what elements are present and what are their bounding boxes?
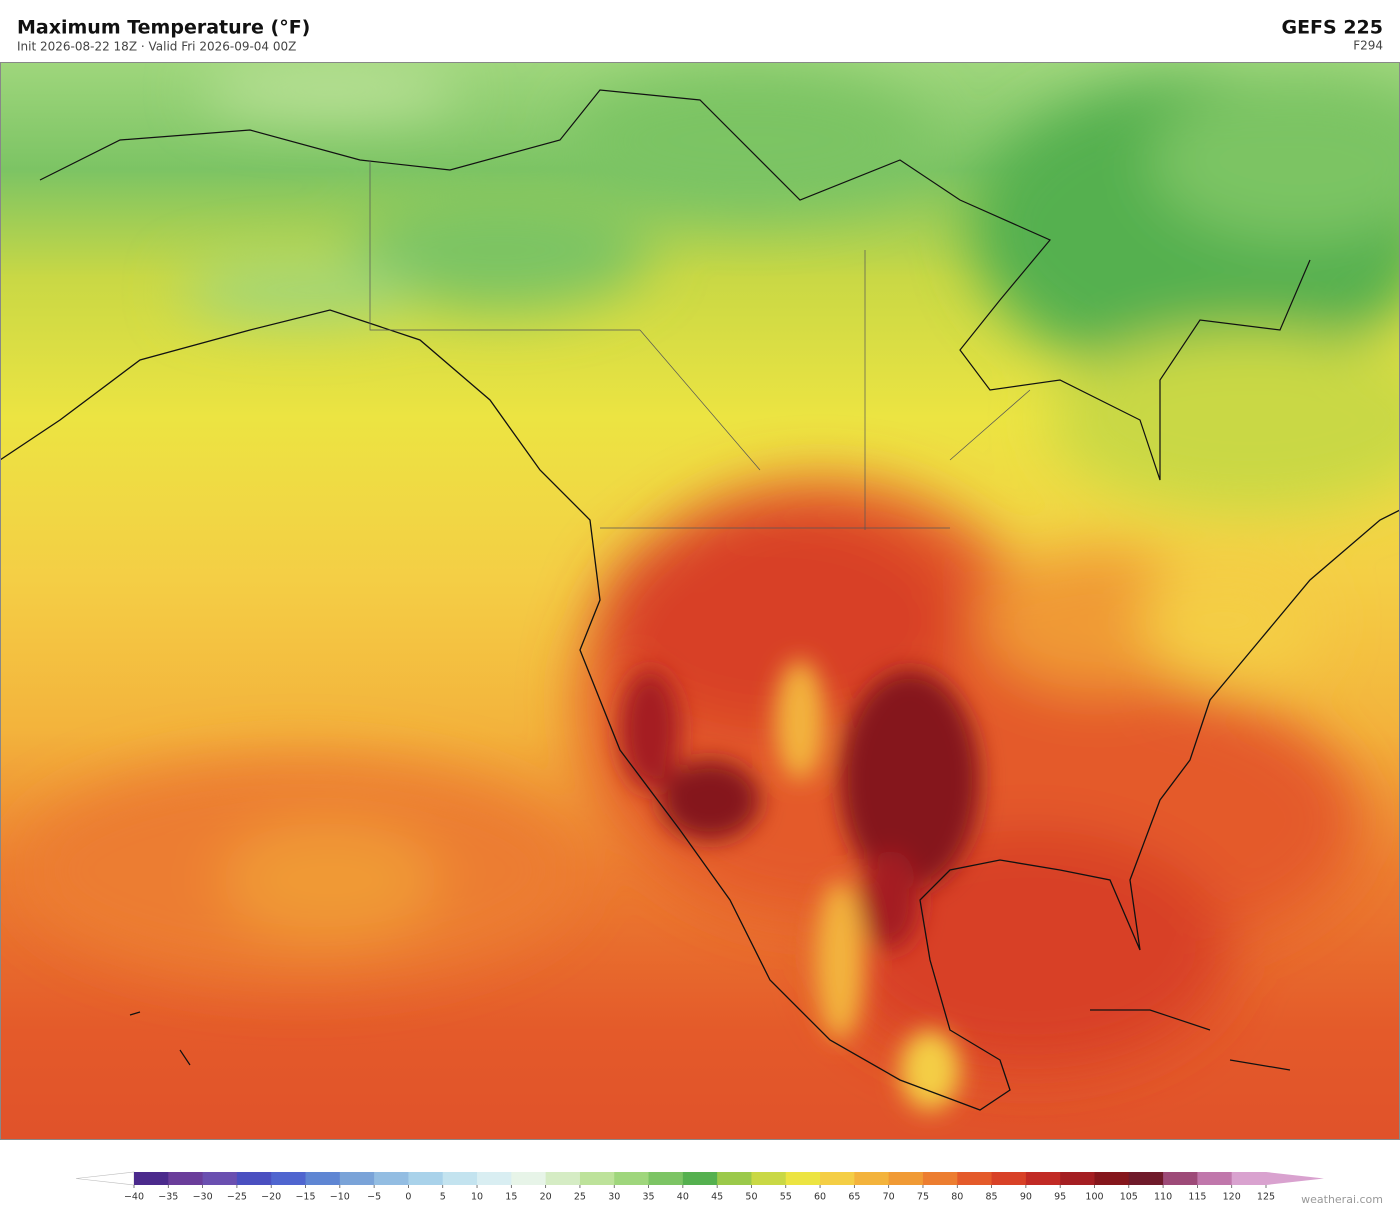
colorbar-bin [134, 1172, 169, 1185]
colorbar-bin [854, 1172, 890, 1185]
forecast-hour: F294 [1353, 39, 1383, 53]
colorbar-bin [648, 1172, 684, 1185]
title: Maximum Temperature (°F) [17, 17, 310, 39]
hot-core [620, 660, 980, 1110]
colorbar-tick-label: 80 [951, 1192, 963, 1203]
colorbar-tick-label: 25 [574, 1192, 586, 1203]
colorbar-bin [1197, 1172, 1233, 1185]
colorbar-tick-label: 30 [608, 1192, 620, 1203]
colorbar-bin [168, 1172, 204, 1185]
coastline [129, 1009, 1291, 1071]
colorbar-tick-label: 45 [711, 1192, 723, 1203]
colorbar-bin [785, 1172, 821, 1185]
colorbar-over [1266, 1172, 1324, 1185]
model-label: GEFS 225 [1281, 17, 1383, 39]
colorbar-tick-label: −15 [295, 1192, 315, 1203]
colorbar-bin [236, 1172, 272, 1185]
colorbar-tick-label: −40 [124, 1192, 144, 1203]
colorbar-bin [305, 1172, 341, 1185]
colorbar-bin [888, 1172, 924, 1185]
colorbar-tick-label: 100 [1085, 1192, 1103, 1203]
subtitle: Init 2026-08-22 18Z · Valid Fri 2026-09-… [17, 40, 296, 54]
colorbar-bin [545, 1172, 581, 1185]
colorbar-bin [1060, 1172, 1095, 1185]
colorbar-bin [1231, 1172, 1267, 1185]
colorbar-tick-label: 120 [1223, 1192, 1241, 1203]
colorbar-tick-label: 70 [883, 1192, 895, 1203]
colorbar-tick-label: −25 [227, 1192, 247, 1203]
watermark: weatherai.com [1301, 1193, 1383, 1206]
colorbar-tick-label: 50 [745, 1192, 757, 1203]
colorbar-tick-label: 105 [1120, 1192, 1138, 1203]
colorbar-tick-label: −5 [367, 1192, 381, 1203]
colorbar-bin [922, 1172, 958, 1185]
colorbar-tick-label: 35 [642, 1192, 654, 1203]
colorbar-tick-label: 10 [471, 1192, 483, 1203]
colorbar-tick-label: 75 [917, 1192, 929, 1203]
colorbar-tick-label: −10 [330, 1192, 350, 1203]
colorbar-bin [339, 1172, 375, 1185]
colorbar-tick-label: 55 [780, 1192, 792, 1203]
border [369, 160, 1031, 530]
colorbar-tick-label: 95 [1054, 1192, 1066, 1203]
colorbar-tick-label: −35 [158, 1192, 178, 1203]
colorbar-tick-label: 65 [848, 1192, 860, 1203]
coastline [39, 89, 1311, 481]
colorbar-tick-label: 5 [440, 1192, 446, 1203]
colorbar-bin [374, 1172, 409, 1185]
colorbar-bin [717, 1172, 752, 1185]
colorbar-tick-label: 115 [1188, 1192, 1206, 1203]
colorbar-tick-label: 20 [540, 1192, 552, 1203]
colorbar-bin [477, 1172, 512, 1185]
map [0, 62, 1400, 1140]
colorbar-bin [442, 1172, 478, 1185]
colorbar-bin [1025, 1172, 1061, 1185]
colorbar-tick-label: 15 [505, 1192, 517, 1203]
colorbar-bin [614, 1172, 650, 1185]
colorbar-tick-label: 0 [405, 1192, 411, 1203]
colorbar-bin [957, 1172, 993, 1185]
colorbar-tick-label: 110 [1154, 1192, 1172, 1203]
colorbar-bin [682, 1172, 718, 1185]
colorbar-bin [1128, 1172, 1164, 1185]
colorbar-bin [271, 1172, 307, 1185]
colorbar-bin [579, 1172, 615, 1185]
colorbar-tick-label: 125 [1257, 1192, 1275, 1203]
colorbar-bin [1094, 1172, 1130, 1185]
colorbar-bin [408, 1172, 444, 1185]
colorbar-under [75, 1171, 135, 1186]
colorbar-bin [751, 1172, 787, 1185]
colorbar-tick-label: 85 [986, 1192, 998, 1203]
colorbar-bin [511, 1172, 547, 1185]
coastline [0, 309, 1400, 1111]
colorbar-bin [202, 1172, 238, 1185]
colorbar-bin [820, 1172, 855, 1185]
colorbar-tick-label: −20 [261, 1192, 281, 1203]
colorbar-tick-label: 60 [814, 1192, 826, 1203]
colorbar-tick-label: 40 [677, 1192, 689, 1203]
colorbar-bin [991, 1172, 1027, 1185]
colorbar-bin [1163, 1172, 1198, 1185]
colorbar: −40 −35 −30 −25 −20 −15 −10 −5 0 5 10 15 20 25 30 35 40 4… [75, 1171, 1324, 1203]
colorbar-tick-label: 90 [1020, 1192, 1032, 1203]
colorbar-tick-label: −30 [193, 1192, 213, 1203]
